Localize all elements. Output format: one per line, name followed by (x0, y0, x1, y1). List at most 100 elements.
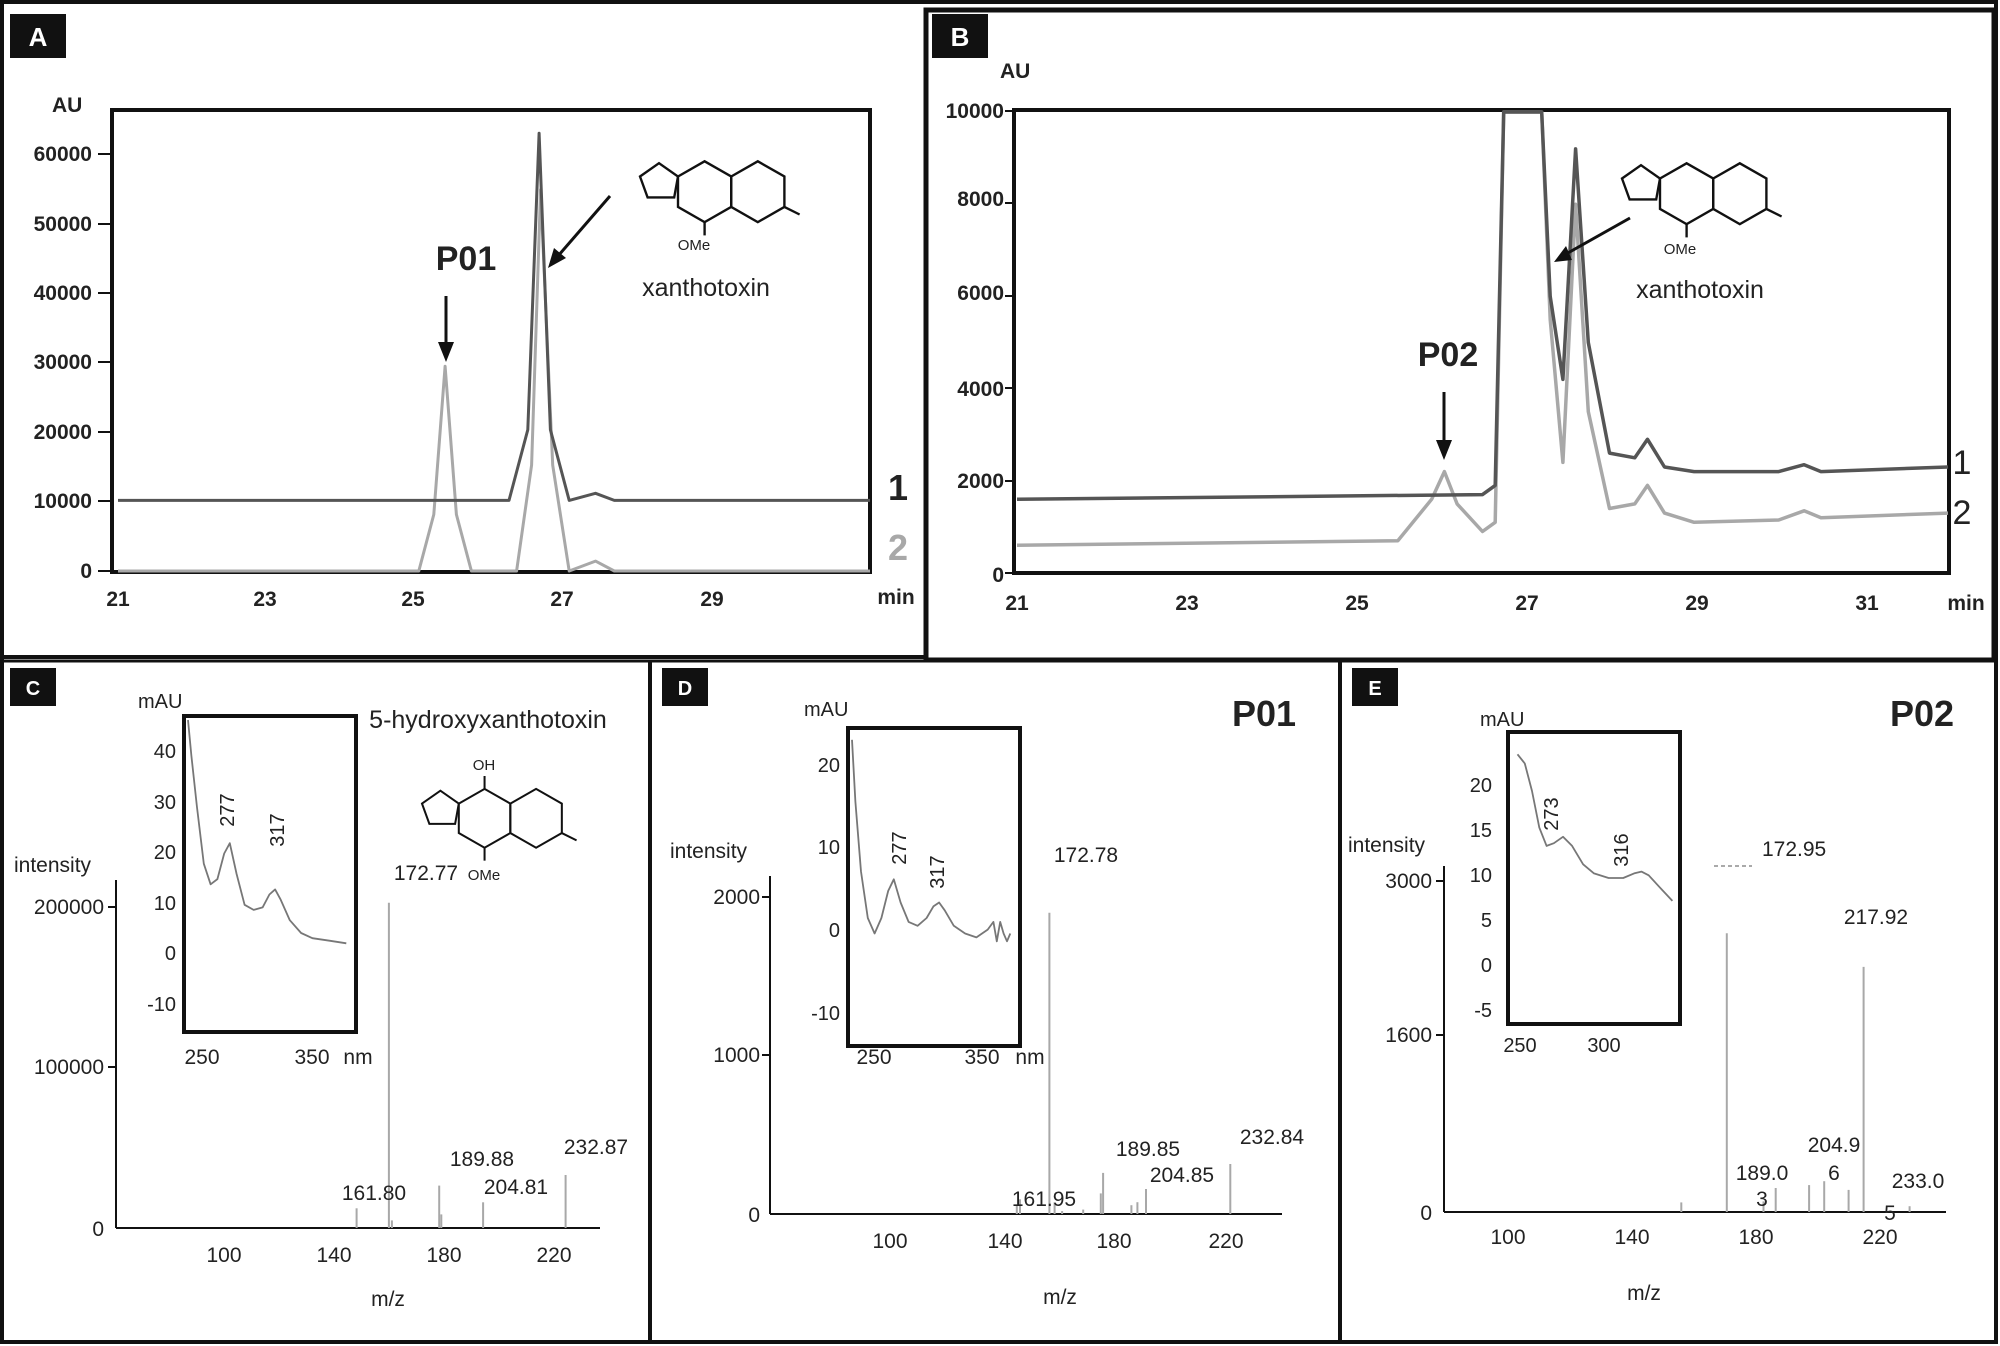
panel-d-xtick: 220 (1208, 1230, 1243, 1253)
panel-d-uv-inset: mAU 20 10 0 -10 250 350 nm 277 317 (804, 699, 1045, 1069)
panel-e-inset-ytick: 20 (1470, 775, 1492, 797)
panel-e-xtick: 180 (1738, 1226, 1773, 1249)
panel-d-peak-label: 232.84 (1240, 1126, 1305, 1149)
panel-a-ytick: 40000 (34, 282, 92, 305)
panel-c-inset-max-label: 317 (267, 813, 289, 846)
panel-c-spectrum (355, 902, 567, 1228)
panel-b-ytick: 6000 (957, 282, 1004, 305)
panel-c-uv-inset: mAU 40 30 20 10 0 -10 250 350 nm 277 317 (138, 691, 373, 1069)
panel-e-inset-xtick: 300 (1587, 1035, 1620, 1057)
panel-a-peak-label: P01 (436, 240, 497, 278)
panel-e-peak-label: 217.92 (1844, 906, 1908, 929)
panel-e-spectrum (1680, 933, 1911, 1212)
panel-a-xtick: 23 (253, 588, 276, 611)
panel-a-xanthotoxin-arrowhead (548, 248, 566, 268)
panel-d-title: P01 (1232, 693, 1296, 734)
panel-d-inset-xtick: 250 (856, 1046, 891, 1069)
panel-b-xanthotoxin-arrow (1565, 216, 1631, 256)
panel-e-peak-label: 233.0 (1892, 1170, 1945, 1193)
panel-e-xtick: 140 (1614, 1226, 1649, 1249)
panel-b-x-axis: 21 23 25 27 29 31 min (1005, 592, 1984, 615)
panel-a-compound-name: xanthotoxin (642, 274, 770, 302)
panel-c-letter: C (26, 678, 40, 700)
panel-e-xtick: 220 (1862, 1226, 1897, 1249)
panel-b-xanthotoxin-arrowhead (1554, 246, 1572, 262)
panel-e-inset-spectrum (1516, 753, 1674, 902)
panel-c-inset-y-unit: mAU (138, 691, 182, 713)
panel-a-badge (10, 14, 66, 58)
panel-c-hydroxyxanthotoxin-structure (420, 776, 578, 861)
panel-c: C 5-hydroxyxanthotoxin intensity 200000 … (10, 668, 628, 1311)
panel-b-y-axis: 10000 8000 6000 4000 2000 0 (946, 100, 1014, 587)
panel-d-peak-label: 172.78 (1054, 844, 1118, 867)
panel-b-xtick: 31 (1855, 592, 1879, 615)
panel-d-peak-label: 161.95 (1012, 1188, 1076, 1211)
panel-d-peak-label: 189.85 (1116, 1138, 1180, 1161)
panel-b-xtick: 27 (1515, 592, 1538, 615)
panel-b-peak-arrowhead (1436, 440, 1452, 460)
panel-c-peak-label: 232.87 (564, 1136, 628, 1159)
panel-c-inset-xtick: 350 (294, 1046, 329, 1069)
panel-d-inset-y-unit: mAU (804, 699, 848, 721)
panel-a-xtick: 27 (550, 588, 573, 611)
panel-e-peak-label: 204.9 (1808, 1134, 1861, 1157)
panel-d-inset-xtick: 350 (964, 1046, 999, 1069)
panel-b-xtick: 23 (1175, 592, 1198, 615)
panel-a-letter: A (29, 22, 48, 52)
panel-d-inset-ytick: 0 (829, 920, 840, 942)
panel-c-inset-x-unit: nm (343, 1046, 372, 1069)
panel-c-xtick: 180 (426, 1244, 461, 1267)
panel-b: B AU 10000 8000 6000 4000 2000 0 21 23 2… (932, 14, 1985, 615)
panel-a-x-unit: min (877, 586, 914, 609)
panel-c-xtick: 220 (536, 1244, 571, 1267)
panel-e-inset-y-unit: mAU (1480, 709, 1524, 731)
panel-e-x-unit: m/z (1627, 1282, 1661, 1305)
panel-b-peak-label: P02 (1418, 336, 1479, 374)
panel-c-y-unit: intensity (14, 854, 92, 877)
panel-b-ome-label: OMe (1664, 241, 1697, 258)
panel-d-y-unit: intensity (670, 840, 748, 863)
panel-d-inset-ytick: 10 (818, 837, 840, 859)
panel-c-oh-label: OH (473, 757, 496, 774)
panel-b-trace-1 (1016, 110, 1949, 501)
panel-d-inset-max-label: 277 (889, 831, 911, 864)
panel-a-y-axis: 60000 50000 40000 30000 20000 10000 0 (34, 143, 112, 583)
panel-b-plot-frame (1012, 108, 1951, 575)
panel-c-peak-label: 161.80 (342, 1182, 406, 1205)
panel-e-ytick: 1600 (1385, 1024, 1432, 1047)
panel-d-letter: D (678, 678, 692, 700)
panel-e-inset-ytick: 10 (1470, 865, 1492, 887)
panel-a-ome-label: OMe (678, 237, 711, 254)
panel-c-ytick: 100000 (34, 1056, 104, 1079)
panel-c-inset-ytick: 0 (165, 943, 176, 965)
panel-c-peak-label: 172.77 (394, 862, 458, 885)
panel-a-peak-arrowhead (438, 342, 454, 362)
panel-a-trace-2 (118, 188, 870, 573)
panel-e-inset-ytick: 15 (1470, 820, 1492, 842)
panel-d-xtick: 100 (872, 1230, 907, 1253)
panel-e: E P02 intensity 3000 1600 0 100 140 180 … (1348, 668, 1954, 1305)
panel-d-ytick: 1000 (713, 1044, 760, 1067)
panel-a: A AU 60000 50000 40000 30000 20000 10000… (10, 14, 915, 611)
panel-b-ytick: 8000 (957, 188, 1004, 211)
panel-e-letter: E (1368, 678, 1381, 700)
panel-d-ytick: 0 (748, 1204, 760, 1227)
panel-a-xtick: 25 (401, 588, 425, 611)
panel-c-peak-label: 189.88 (450, 1148, 514, 1171)
panel-a-xtick: 29 (700, 588, 723, 611)
panel-b-compound-name: xanthotoxin (1636, 276, 1764, 304)
panel-c-inset-xtick: 250 (184, 1046, 219, 1069)
panel-b-ytick: 2000 (957, 470, 1004, 493)
panel-b-xanthotoxin-structure (1620, 161, 1783, 238)
panel-c-inset-ytick: 40 (154, 741, 176, 763)
panel-a-trace-2-label: 2 (888, 527, 908, 568)
panel-e-inset-ytick: 0 (1481, 955, 1492, 977)
panel-a-plot-frame (110, 108, 872, 574)
panel-b-trace-2 (1016, 110, 1949, 548)
panel-d-inset-ytick: -10 (811, 1003, 840, 1025)
panel-a-ytick: 0 (80, 560, 92, 583)
panel-a-trace-1 (118, 131, 870, 502)
panel-b-trace-1-label: 1 (1953, 444, 1972, 482)
panel-c-inset-spectrum (187, 719, 347, 945)
panel-a-ytick: 30000 (34, 351, 92, 374)
